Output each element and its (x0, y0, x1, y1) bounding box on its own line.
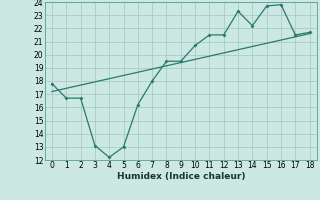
X-axis label: Humidex (Indice chaleur): Humidex (Indice chaleur) (116, 172, 245, 181)
